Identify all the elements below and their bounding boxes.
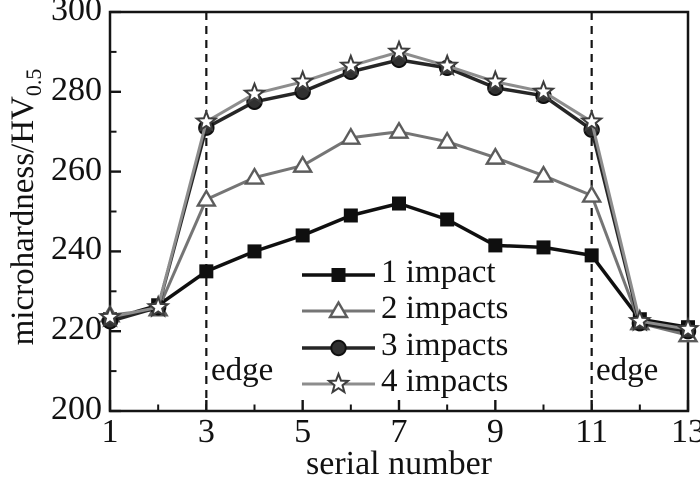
- legend-label-3-impacts: 3 impacts: [381, 327, 509, 363]
- y-axis-title-subscript: 0.5: [21, 68, 46, 97]
- x-axis-title: serial number: [306, 445, 492, 481]
- star-marker: [434, 53, 460, 77]
- x-tick-label: 7: [390, 413, 408, 450]
- y-tick-label: 280: [51, 70, 102, 108]
- square-marker: [488, 238, 503, 253]
- x-tick-label: 9: [486, 413, 504, 450]
- triangle-marker: [340, 126, 362, 145]
- y-tick-label: 220: [51, 310, 102, 348]
- star-marker: [194, 108, 219, 133]
- square-marker: [343, 208, 358, 223]
- legend-label-4-impacts: 4 impacts: [381, 363, 509, 399]
- star-marker: [386, 39, 412, 63]
- x-tick-label: 11: [575, 413, 609, 450]
- star-marker: [290, 68, 315, 93]
- star-marker: [97, 304, 123, 328]
- square-marker: [247, 244, 262, 259]
- circle-marker: [330, 339, 347, 357]
- triangle-marker: [436, 130, 458, 149]
- x-tick-label: 5: [294, 413, 312, 450]
- triangle-marker: [484, 146, 506, 165]
- y-tick-label: 260: [51, 150, 102, 188]
- square-marker: [536, 240, 551, 255]
- y-axis-title-main: microhardness/HV: [5, 96, 41, 346]
- square-marker: [584, 248, 599, 263]
- triangle-marker: [243, 166, 266, 185]
- triangle-marker: [532, 164, 555, 183]
- triangle-marker: [581, 184, 603, 203]
- triangle-marker: [327, 300, 350, 319]
- square-marker: [295, 228, 310, 243]
- triangle-marker: [292, 154, 314, 173]
- edge-annotation-right: edge: [596, 352, 659, 388]
- star-marker: [579, 108, 604, 133]
- star-marker: [483, 68, 508, 93]
- star-marker: [338, 53, 364, 77]
- x-tick-label: 13: [671, 413, 700, 450]
- star-marker: [531, 78, 556, 103]
- y-tick-label: 300: [51, 0, 102, 28]
- y-axis-title: microhardness/HV0.5: [5, 68, 46, 346]
- triangle-marker: [195, 188, 217, 207]
- square-marker: [331, 268, 346, 282]
- x-tick-label: 1: [101, 413, 119, 450]
- square-marker: [440, 212, 455, 227]
- star-marker: [627, 308, 653, 332]
- star-marker: [675, 316, 700, 340]
- legend-label-2-impacts: 2 impacts: [381, 290, 509, 326]
- star-marker: [145, 294, 171, 318]
- y-tick-label: 240: [51, 230, 102, 268]
- x-tick-label: 3: [197, 413, 215, 450]
- triangle-marker: [388, 120, 410, 139]
- square-marker: [392, 196, 406, 211]
- star-marker: [242, 80, 267, 105]
- y-tick-label: 200: [51, 390, 102, 427]
- legend-label-1-impact: 1 impact: [381, 254, 496, 290]
- star-marker: [326, 371, 351, 395]
- edge-annotation-left: edge: [211, 352, 274, 388]
- square-marker: [199, 264, 214, 279]
